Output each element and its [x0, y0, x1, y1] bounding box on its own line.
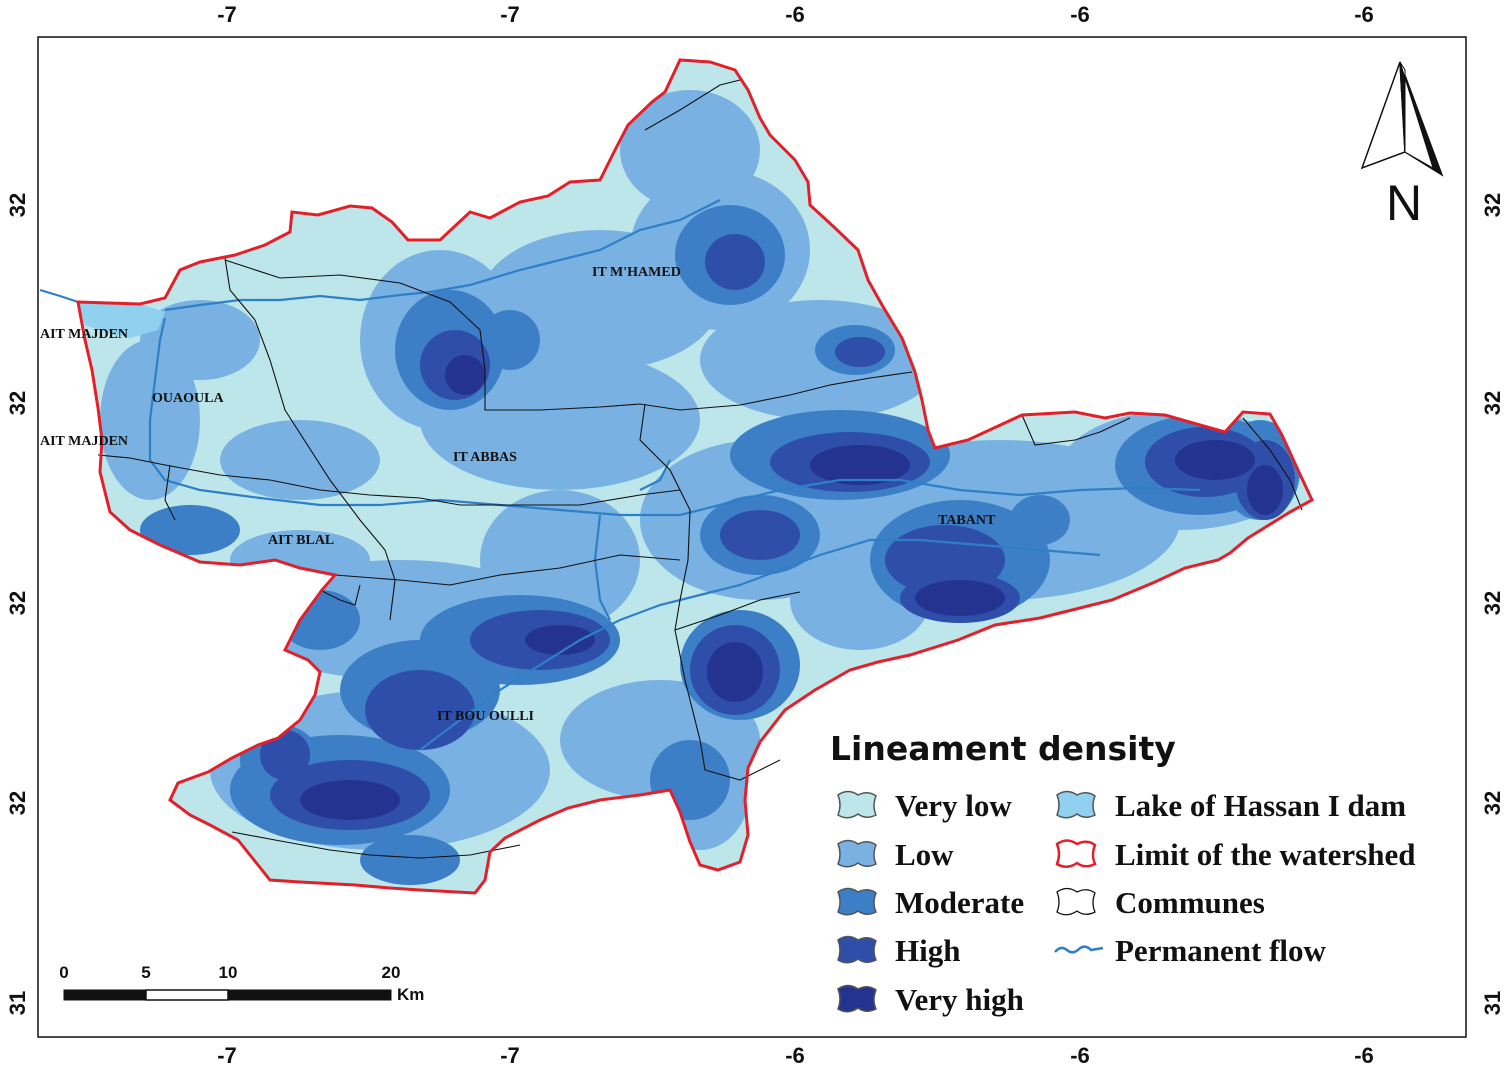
legend-label-very-low: Very low — [895, 788, 1012, 823]
scale-bar: 0 5 10 20 Km — [59, 963, 424, 1004]
legend-label-communes: Communes — [1115, 885, 1265, 920]
river-tributary-a — [593, 514, 611, 621]
top-tick-4: -6 — [1070, 2, 1090, 27]
north-arrow-inner — [1399, 61, 1434, 170]
bottom-tick-2: -7 — [500, 1043, 520, 1068]
commune-line-10 — [1021, 414, 1131, 446]
scale-unit: Km — [397, 985, 424, 1004]
permanent-flow-network — [39, 199, 1201, 751]
commune-line-9 — [674, 591, 801, 631]
legend-swatch-very-high — [837, 984, 877, 1013]
label-it-bou-oulli: IT BOU OULLI — [437, 709, 534, 724]
left-tick-5: 31 — [5, 991, 30, 1015]
legend-item-low: Low — [837, 837, 954, 872]
legend-title: Lineament density — [830, 729, 1176, 768]
right-tick-2: 32 — [1480, 391, 1505, 415]
commune-line-7 — [231, 831, 521, 859]
top-ticks: -7 -7 -6 -6 -6 — [217, 2, 1374, 27]
legend-label-watershed: Limit of the watershed — [1115, 837, 1415, 872]
scale-label-0: 0 — [59, 963, 68, 982]
river-southern-branch — [419, 538, 1101, 751]
label-ait-majden-south: AIT MAJDEN — [40, 434, 128, 449]
left-ticks: 32 32 32 32 31 — [5, 193, 30, 1015]
legend-item-very-high: Very high — [837, 982, 1024, 1017]
bottom-tick-3: -6 — [785, 1043, 805, 1068]
label-ait-majden-north: AIT MAJDEN — [40, 327, 128, 342]
legend-swatch-low — [837, 839, 877, 868]
commune-line-1 — [224, 257, 396, 621]
legend-swatch-watershed — [1055, 839, 1097, 868]
label-ait-blal: AIT BLAL — [268, 533, 334, 548]
commune-line-11 — [1242, 417, 1303, 511]
left-tick-2: 32 — [5, 391, 30, 415]
commune-line-3 — [224, 259, 913, 411]
left-tick-3: 32 — [5, 591, 30, 615]
legend-label-very-high: Very high — [895, 982, 1024, 1017]
commune-line-8 — [644, 79, 741, 131]
scale-label-5: 5 — [141, 963, 150, 982]
bottom-tick-5: -6 — [1354, 1043, 1374, 1068]
legend-label-low: Low — [895, 837, 954, 872]
left-tick-1: 32 — [5, 193, 30, 217]
commune-line-12 — [319, 584, 361, 606]
scale-segment-1 — [63, 989, 147, 1001]
legend-label-permanent-flow: Permanent flow — [1115, 933, 1327, 968]
legend: Lineament density Very low Low Moderate … — [830, 729, 1415, 1017]
river-central-branch — [148, 317, 1201, 517]
legend-swatch-very-low — [837, 790, 877, 819]
label-ouaoula: OUAOULA — [152, 391, 224, 406]
right-tick-4: 32 — [1480, 791, 1505, 815]
left-tick-4: 32 — [5, 791, 30, 815]
graticule-ticks: -7 -7 -6 -6 -6 -7 -7 -6 -6 -6 32 32 32 3… — [5, 2, 1505, 1068]
scale-label-20: 20 — [382, 963, 401, 982]
legend-swatch-high — [837, 935, 877, 964]
communes-boundaries — [97, 79, 1303, 859]
legend-label-high: High — [895, 933, 960, 968]
bottom-tick-1: -7 — [217, 1043, 237, 1068]
label-it-mhamed: IT M'HAMED — [592, 265, 681, 280]
legend-item-communes: Communes — [1056, 885, 1265, 920]
river-northern-branch — [164, 199, 721, 312]
legend-item-high: High — [837, 933, 960, 968]
bottom-ticks: -7 -7 -6 -6 -6 — [217, 1043, 1374, 1068]
right-tick-3: 32 — [1480, 591, 1505, 615]
label-it-abbas: IT ABBAS — [453, 450, 517, 465]
north-label: N — [1386, 175, 1422, 231]
legend-item-permanent-flow: Permanent flow — [1054, 933, 1327, 968]
right-tick-5: 31 — [1480, 991, 1505, 1015]
commune-line-6 — [334, 554, 681, 586]
river-outlet — [39, 288, 79, 304]
commune-labels: AIT MAJDEN OUAOULA AIT MAJDEN IT M'HAMED… — [40, 265, 996, 724]
legend-label-moderate: Moderate — [895, 885, 1024, 920]
scale-segment-3 — [227, 989, 392, 1001]
right-ticks: 32 32 32 32 31 — [1480, 193, 1505, 1015]
bottom-tick-4: -6 — [1070, 1043, 1090, 1068]
legend-swatch-lake — [1056, 790, 1096, 819]
legend-label-lake: Lake of Hassan I dam — [1115, 788, 1406, 823]
right-tick-1: 32 — [1480, 193, 1505, 217]
scale-label-10: 10 — [219, 963, 238, 982]
legend-swatch-permanent-flow — [1054, 945, 1104, 954]
commune-line-5 — [164, 464, 176, 521]
top-tick-5: -6 — [1354, 2, 1374, 27]
commune-line-2 — [97, 454, 681, 506]
top-tick-1: -7 — [217, 2, 237, 27]
top-tick-2: -7 — [500, 2, 520, 27]
legend-item-lake: Lake of Hassan I dam — [1056, 788, 1406, 823]
legend-swatch-moderate — [837, 887, 877, 916]
label-tabant: TABANT — [938, 513, 996, 528]
legend-item-very-low: Very low — [837, 788, 1012, 823]
legend-item-moderate: Moderate — [837, 885, 1024, 920]
legend-item-watershed: Limit of the watershed — [1055, 837, 1415, 872]
density-very-high-zones — [300, 355, 1283, 820]
commune-line-4 — [639, 403, 781, 781]
lake-hassan-i-dam — [78, 302, 165, 338]
top-tick-3: -6 — [785, 2, 805, 27]
north-arrow: N — [1360, 61, 1444, 231]
scale-segment-2 — [145, 989, 229, 1001]
legend-swatch-communes — [1056, 887, 1096, 916]
